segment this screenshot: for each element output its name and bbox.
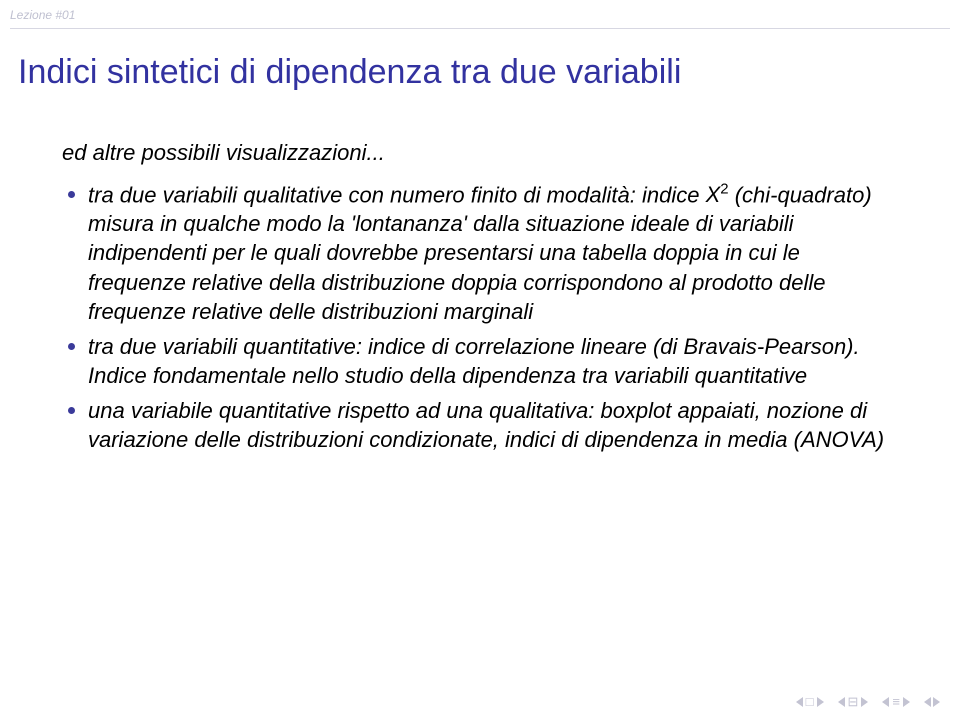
bullet-text: tra due variabili quantitative: indice d… <box>88 334 860 388</box>
bullet-item: tra due variabili quantitative: indice d… <box>62 332 898 390</box>
nav-prev-icon <box>796 697 803 707</box>
bullet-item: una variabile quantitative rispetto ad u… <box>62 396 898 454</box>
bullet-list: tra due variabili qualitative con numero… <box>62 180 898 454</box>
nav-prev-icon <box>882 697 889 707</box>
nav-controls: □ ⊟ ≡ <box>796 695 940 708</box>
nav-prev-icon <box>924 697 931 707</box>
nav-slide-icon: ≡ <box>891 695 901 708</box>
section-label: Lezione #01 <box>10 8 75 22</box>
nav-back[interactable] <box>924 697 940 707</box>
intro-text: ed altre possibili visualizzazioni... <box>62 140 898 166</box>
nav-frame-icon: ⊟ <box>847 695 860 708</box>
nav-subsection[interactable]: ⊟ <box>838 695 869 708</box>
math-superscript: 2 <box>720 181 728 198</box>
nav-next-icon <box>903 697 910 707</box>
nav-prev-icon <box>838 697 845 707</box>
bullet-text-pre: una variabile quantitative rispetto ad u… <box>88 398 600 423</box>
bullet-text-pre: tra due variabili qualitative con numero… <box>88 182 706 207</box>
nav-section[interactable]: □ <box>796 695 824 708</box>
content-area: ed altre possibili visualizzazioni... tr… <box>0 100 960 454</box>
emphasis-word: boxplot <box>600 398 671 423</box>
nav-frame[interactable]: ≡ <box>882 695 910 708</box>
nav-next-icon <box>817 697 824 707</box>
nav-section-icon: □ <box>805 695 815 708</box>
slide-title: Indici sintetici di dipendenza tra due v… <box>0 29 960 100</box>
nav-next-icon <box>861 697 868 707</box>
math-symbol: X <box>706 182 721 207</box>
bullet-item: tra due variabili qualitative con numero… <box>62 180 898 325</box>
nav-next-icon <box>933 697 940 707</box>
